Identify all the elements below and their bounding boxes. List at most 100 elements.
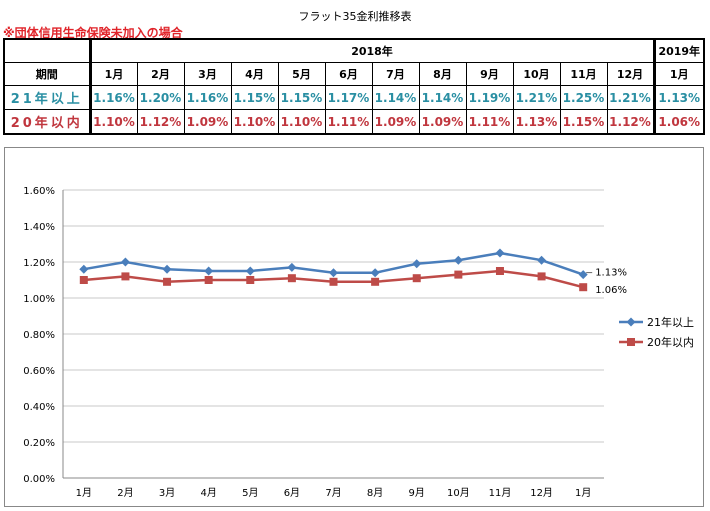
data-point (245, 266, 255, 276)
x-tick-label: 6月 (284, 487, 300, 499)
rate-cell: 1.16% (183, 85, 232, 110)
rate-cell: 1.11% (324, 109, 373, 135)
page-title: フラット35金利推移表 (298, 10, 412, 23)
table-row-long-term: 21年以上 1.16% 1.20% 1.16% 1.15% 1.15% 1.17… (3, 85, 705, 110)
month-header: 8月 (418, 62, 467, 86)
data-label: 1.13% (595, 268, 627, 279)
data-point (454, 270, 463, 279)
y-tick-label: 0.40% (23, 402, 55, 413)
rate-cell: 1.21% (512, 85, 561, 110)
data-point (412, 274, 421, 283)
month-header: 1月 (652, 62, 705, 86)
year-2018-header: 2018年 (88, 38, 655, 63)
month-header: 6月 (324, 62, 373, 86)
x-tick-label: 1月 (575, 487, 591, 499)
table-month-row: 期間 1月 2月 3月 4月 5月 6月 7月 8月 9月 10月 11月 12… (3, 62, 705, 86)
rate-cell: 1.11% (465, 109, 514, 135)
x-tick-label: 4月 (200, 487, 216, 499)
data-point (579, 283, 588, 292)
rate-cell: 1.10% (277, 109, 326, 135)
month-header: 4月 (230, 62, 279, 86)
year-2019-header: 2019年 (652, 38, 705, 63)
month-header: 1月 (88, 62, 138, 86)
month-header: 10月 (512, 62, 561, 86)
table-row-short-term: 20年以内 1.10% 1.12% 1.09% 1.10% 1.10% 1.11… (3, 109, 705, 135)
y-tick-label: 0.20% (23, 438, 55, 449)
y-tick-label: 0.60% (23, 366, 55, 377)
month-header: 12月 (606, 62, 655, 86)
data-point (162, 264, 172, 274)
rate-cell: 1.09% (183, 109, 232, 135)
month-header: 5月 (277, 62, 326, 86)
rate-cell: 1.13% (512, 109, 561, 135)
x-tick-label: 3月 (159, 487, 175, 499)
month-header: 2月 (136, 62, 185, 86)
data-point (120, 257, 130, 267)
row-label-long-term: 21年以上 (3, 85, 91, 110)
rate-cell: 1.16% (88, 85, 138, 110)
legend-marker (627, 338, 635, 346)
line-chart: 0.00% 0.20% 0.40% 0.60% 0.80% 1.00% 1.20% 1.40%… (23, 186, 694, 499)
y-tick-label: 1.00% (23, 294, 55, 305)
data-point (329, 268, 338, 278)
table-corner-cell (3, 38, 91, 63)
x-tick-label: 10月 (447, 487, 470, 499)
x-tick-label: 9月 (409, 487, 425, 499)
y-tick-label: 1.40% (23, 222, 55, 233)
data-point (79, 264, 89, 274)
x-tick-label: 1月 (76, 487, 92, 499)
y-tick-label: 0.00% (23, 474, 55, 485)
rate-table: 2018年 2019年 期間 1月 2月 3月 4月 5月 6月 7月 8月 9… (3, 38, 705, 135)
x-tick-label: 5月 (242, 487, 258, 499)
x-tick-label: 7月 (325, 487, 341, 499)
legend-label: 20年以内 (647, 335, 694, 349)
month-header: 11月 (559, 62, 608, 86)
rate-cell: 1.20% (136, 85, 185, 110)
data-point (578, 270, 588, 280)
data-point (287, 262, 297, 272)
rate-cell: 1.19% (465, 85, 514, 110)
month-header: 9月 (465, 62, 514, 86)
data-point (370, 268, 380, 278)
data-point (121, 272, 130, 281)
month-header: 7月 (371, 62, 420, 86)
rate-cell: 1.17% (324, 85, 373, 110)
legend-marker (626, 317, 636, 327)
rate-cell: 1.14% (371, 85, 420, 110)
data-label: 1.06% (595, 285, 627, 296)
data-point (163, 277, 172, 286)
data-point (371, 277, 380, 286)
rate-cell: 1.15% (230, 85, 279, 110)
data-point (329, 277, 338, 286)
rate-cell: 1.15% (559, 109, 608, 135)
y-tick-label: 0.80% (23, 330, 55, 341)
y-tick-label: 1.60% (23, 186, 55, 197)
rate-cell: 1.12% (606, 109, 655, 135)
rate-cell: 1.09% (371, 109, 420, 135)
rate-cell: 1.12% (136, 109, 185, 135)
data-point (412, 259, 422, 269)
rate-cell: 1.06% (652, 109, 705, 135)
x-tick-label: 12月 (530, 487, 553, 499)
data-point (204, 266, 214, 276)
data-point (495, 267, 504, 275)
data-point (79, 276, 88, 284)
rate-cell: 1.14% (418, 85, 467, 110)
rate-cell: 1.21% (606, 85, 655, 110)
x-tick-label: 2月 (117, 487, 133, 499)
rate-cell: 1.10% (88, 109, 138, 135)
x-tick-label: 11月 (489, 487, 512, 499)
data-point (453, 255, 463, 265)
rate-cell: 1.25% (559, 85, 608, 110)
month-header: 3月 (183, 62, 232, 86)
data-point (287, 274, 296, 283)
table-year-row: 2018年 2019年 (3, 38, 705, 63)
period-header: 期間 (3, 62, 91, 86)
data-point (204, 276, 213, 284)
data-point (537, 272, 546, 281)
rate-cell: 1.13% (652, 85, 705, 110)
note-text: ※団体信用生命保険未加入の場合 (3, 26, 183, 40)
chart-frame: 0.00% 0.20% 0.40% 0.60% 0.80% 1.00% 1.20% 1.40%… (4, 147, 704, 507)
rate-cell: 1.10% (230, 109, 279, 135)
row-label-short-term: 20年以内 (3, 109, 91, 135)
